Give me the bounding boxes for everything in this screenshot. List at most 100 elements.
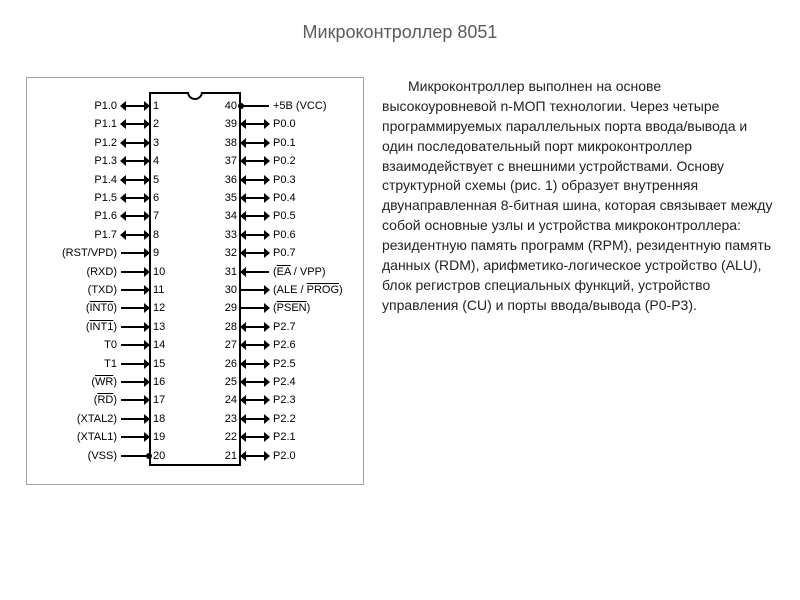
pin-row-right: P0.7	[241, 247, 357, 259]
pin-row-left: P1.4	[33, 174, 149, 186]
pin-row-left: P1.5	[33, 192, 149, 204]
pin-arrow-icon	[241, 192, 269, 204]
page-title: Микроконтроллер 8051	[0, 0, 800, 53]
pin-arrow-icon	[121, 266, 149, 278]
pin-label: P2.3	[273, 394, 296, 406]
pin-number: 11	[153, 284, 164, 296]
pin-row-right: P0.1	[241, 137, 357, 149]
pin-label: (TXD)	[88, 284, 117, 296]
pin-label: P1.5	[94, 192, 117, 204]
pin-label: P1.3	[94, 155, 117, 167]
pin-label: P0.5	[273, 210, 296, 222]
pin-number: 26	[225, 358, 237, 370]
pin-arrow-icon	[241, 155, 269, 167]
pin-number: 13	[153, 321, 165, 333]
pin-label: (ALE / PROG)	[273, 284, 343, 296]
pin-label: P0.4	[273, 192, 296, 204]
pin-number: 4	[153, 155, 159, 167]
pin-arrow-icon	[121, 413, 149, 425]
pin-label: (INT1)	[86, 321, 117, 333]
pin-label: P1.4	[94, 174, 117, 186]
pin-label: P1.2	[94, 137, 117, 149]
pin-number: 17	[153, 394, 165, 406]
pin-row-left: (VSS)	[33, 450, 149, 462]
pin-label: +5B (VCC)	[273, 100, 327, 112]
pin-arrow-icon	[121, 118, 149, 130]
pin-label: (EA / VPP)	[273, 266, 326, 278]
pin-number: 35	[225, 192, 237, 204]
pin-row-left: P1.6	[33, 210, 149, 222]
pin-row-left: T0	[33, 339, 149, 351]
pin-row-left: (XTAL2)	[33, 413, 149, 425]
pin-number: 5	[153, 174, 159, 186]
pin-label: (RST/VPD)	[62, 247, 117, 259]
pin-row-left: P1.1	[33, 118, 149, 130]
pin-arrow-icon	[241, 376, 269, 388]
pin-number: 34	[225, 210, 237, 222]
pin-number: 6	[153, 192, 159, 204]
pin-row-left: (INT0)	[33, 302, 149, 314]
pin-arrow-icon	[241, 137, 269, 149]
pin-label: P2.2	[273, 413, 296, 425]
pin-arrow-icon	[121, 431, 149, 443]
pin-row-right: P0.3	[241, 174, 357, 186]
pin-row-left: P1.0	[33, 100, 149, 112]
pin-arrow-icon	[121, 450, 149, 462]
pin-label: (RXD)	[86, 266, 117, 278]
pin-row-left: (WR)	[33, 376, 149, 388]
pin-row-right: P2.4	[241, 376, 357, 388]
pin-label: T1	[104, 358, 117, 370]
pin-label: (PSEN)	[273, 302, 310, 314]
pin-label: P2.1	[273, 431, 296, 443]
pin-label: P2.0	[273, 450, 296, 462]
pin-label: P2.7	[273, 321, 296, 333]
pin-number: 8	[153, 229, 159, 241]
pin-arrow-icon	[121, 376, 149, 388]
pin-number: 16	[153, 376, 165, 388]
pin-number: 14	[153, 339, 165, 351]
pin-label: P1.6	[94, 210, 117, 222]
pin-number: 32	[225, 247, 237, 259]
pin-arrow-icon	[121, 210, 149, 222]
pin-row-right: P2.6	[241, 339, 357, 351]
pinout-diagram-frame: 1P1.02P1.13P1.24P1.35P1.46P1.57P1.68P1.7…	[26, 77, 364, 485]
pin-label: P0.3	[273, 174, 296, 186]
pin-row-right: (ALE / PROG)	[241, 284, 357, 296]
pin-arrow-icon	[241, 100, 269, 112]
pin-row-right: P0.2	[241, 155, 357, 167]
pin-number: 28	[225, 321, 237, 333]
pin-label: P2.4	[273, 376, 296, 388]
pinout-diagram: 1P1.02P1.13P1.24P1.35P1.46P1.57P1.68P1.7…	[33, 86, 357, 476]
pin-label: (XTAL1)	[77, 431, 117, 443]
pin-row-right: P2.0	[241, 450, 357, 462]
pin-label: P1.7	[94, 229, 117, 241]
pin-row-left: (RXD)	[33, 266, 149, 278]
pin-number: 24	[225, 394, 237, 406]
pin-arrow-icon	[241, 247, 269, 259]
pin-row-right: P2.2	[241, 413, 357, 425]
pin-row-left: T1	[33, 358, 149, 370]
pin-number: 19	[153, 431, 165, 443]
pin-number: 18	[153, 413, 165, 425]
chip-notch-icon	[187, 92, 203, 100]
page: Микроконтроллер 8051 1P1.02P1.13P1.24P1.…	[0, 0, 800, 600]
pin-number: 23	[225, 413, 237, 425]
pin-label: P2.6	[273, 339, 296, 351]
pin-arrow-icon	[241, 358, 269, 370]
pin-row-left: (RD)	[33, 394, 149, 406]
pin-arrow-icon	[121, 100, 149, 112]
pin-arrow-icon	[241, 321, 269, 333]
pin-number: 37	[225, 155, 237, 167]
pin-label: P0.0	[273, 118, 296, 130]
pin-number: 12	[153, 302, 165, 314]
pin-arrow-icon	[121, 358, 149, 370]
pin-arrow-icon	[241, 394, 269, 406]
pin-arrow-icon	[241, 174, 269, 186]
pin-row-right: (PSEN)	[241, 302, 357, 314]
pin-row-right: P2.7	[241, 321, 357, 333]
pin-arrow-icon	[121, 247, 149, 259]
pin-row-right: (EA / VPP)	[241, 266, 357, 278]
pin-arrow-icon	[241, 431, 269, 443]
pin-number: 25	[225, 376, 237, 388]
pin-number: 33	[225, 229, 237, 241]
